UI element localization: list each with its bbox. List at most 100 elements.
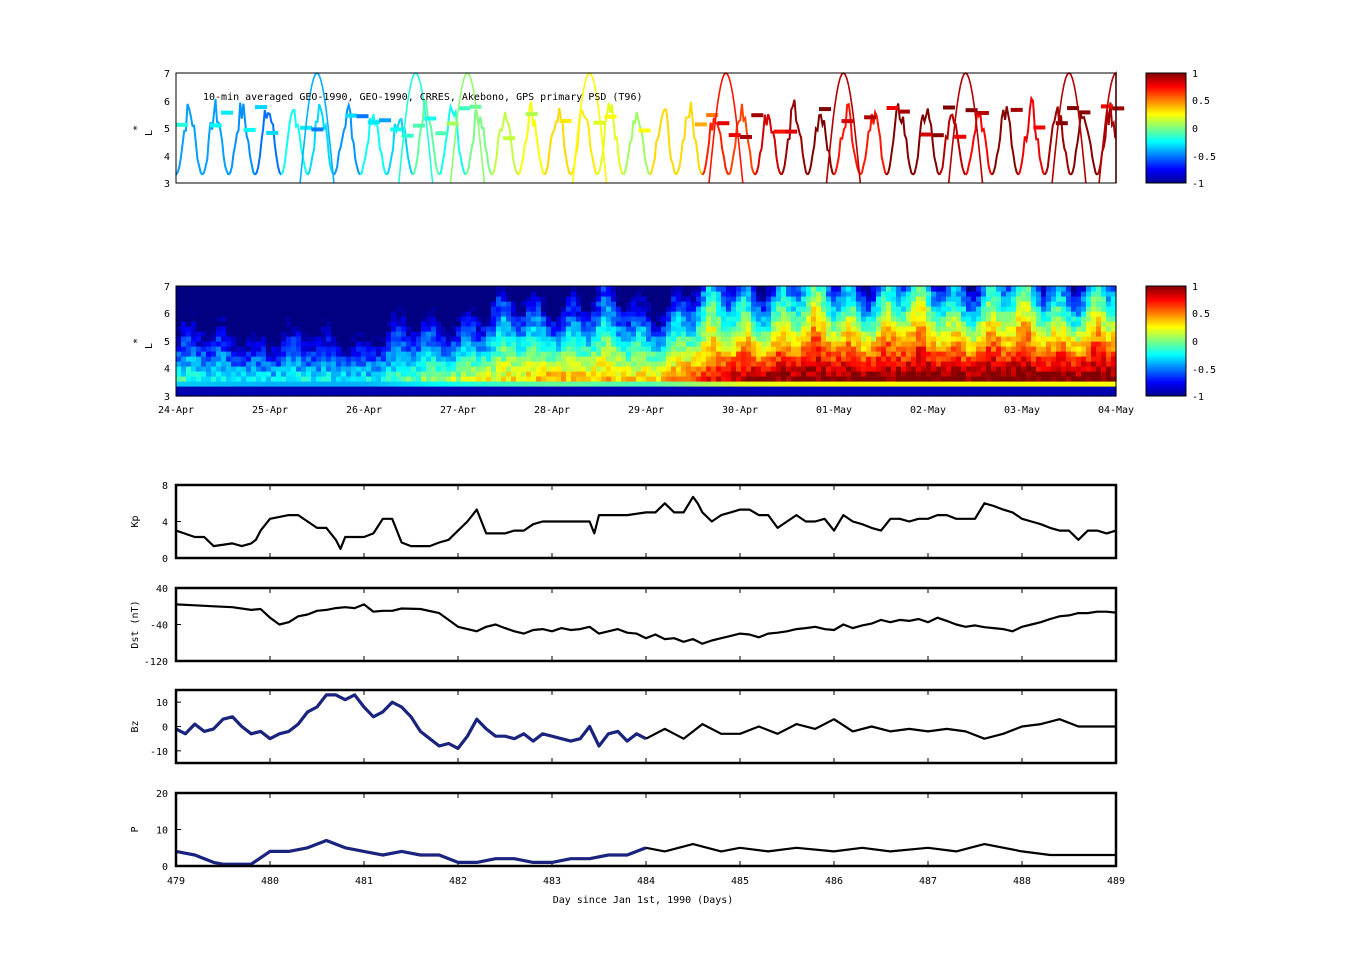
heatmap-cell — [346, 386, 352, 392]
heatmap-cell — [1016, 361, 1022, 367]
heatmap-cell — [1091, 346, 1097, 352]
heatmap-cell — [731, 331, 737, 337]
heatmap-cell — [956, 296, 962, 302]
heatmap-cell — [896, 381, 902, 387]
heatmap-cell — [411, 331, 417, 337]
heatmap-cell — [461, 331, 467, 337]
geo-segment — [886, 106, 899, 110]
heatmap-cell — [216, 331, 222, 337]
heatmap-cell — [946, 331, 952, 337]
heatmap-cell — [496, 336, 502, 342]
heatmap-cell — [986, 326, 992, 332]
heatmap-cell — [231, 326, 237, 332]
heatmap-cell — [251, 391, 257, 397]
heatmap-cell — [546, 346, 552, 352]
heatmap-cell — [541, 291, 547, 297]
heatmap-cell — [986, 366, 992, 372]
heatmap-cell — [1011, 301, 1017, 307]
heatmap-cell — [261, 311, 267, 317]
heatmap-cell — [1096, 306, 1102, 312]
heatmap-cell — [606, 371, 612, 377]
heatmap-cell — [641, 371, 647, 377]
heatmap-cell — [351, 336, 357, 342]
heatmap-cell — [561, 391, 567, 397]
heatmap-cell — [696, 386, 702, 392]
heatmap-cell — [556, 296, 562, 302]
heatmap-cell — [536, 381, 542, 387]
heatmap-cell — [971, 311, 977, 317]
heatmap-cell — [506, 351, 512, 357]
heatmap-cell — [956, 391, 962, 397]
heatmap-cell — [1046, 351, 1052, 357]
heatmap-cell — [286, 386, 292, 392]
heatmap-cell — [871, 291, 877, 297]
heatmap-cell — [501, 376, 507, 382]
heatmap-cell — [286, 301, 292, 307]
heatmap-cell — [781, 341, 787, 347]
heatmap-cell — [831, 311, 837, 317]
heatmap-cell — [1081, 376, 1087, 382]
heatmap-cell — [331, 326, 337, 332]
heatmap-cell — [431, 331, 437, 337]
heatmap-cell — [796, 366, 802, 372]
heatmap-cell — [466, 316, 472, 322]
heatmap-cell — [226, 371, 232, 377]
heatmap-cell — [531, 376, 537, 382]
heatmap-cell — [276, 291, 282, 297]
heatmap-cell — [686, 306, 692, 312]
heatmap-cell — [726, 371, 732, 377]
heatmap-cell — [446, 346, 452, 352]
heatmap-cell — [631, 311, 637, 317]
heatmap-cell — [906, 331, 912, 337]
heatmap-cell — [856, 341, 862, 347]
heatmap-cell — [271, 356, 277, 362]
heatmap-cell — [381, 341, 387, 347]
heatmap-cell — [881, 351, 887, 357]
heatmap-cell — [341, 306, 347, 312]
heatmap-cell — [1071, 296, 1077, 302]
geo-segment — [345, 113, 358, 118]
heatmap-cell — [1076, 351, 1082, 357]
heatmap-cell — [556, 371, 562, 377]
heatmap-cell — [801, 381, 807, 387]
heatmap-cell — [271, 316, 277, 322]
heatmap-cell — [331, 361, 337, 367]
heatmap-cell — [466, 341, 472, 347]
heatmap-cell — [371, 346, 377, 352]
heatmap-cell — [866, 371, 872, 377]
heatmap-cell — [991, 381, 997, 387]
heatmap-cell — [906, 381, 912, 387]
heatmap-cell — [306, 331, 312, 337]
heatmap-cell — [901, 371, 907, 377]
heatmap-cell — [706, 336, 712, 342]
heatmap-cell — [361, 346, 367, 352]
heatmap-cell — [511, 356, 517, 362]
heatmap-cell — [736, 356, 742, 362]
heatmap-cell — [1076, 311, 1082, 317]
heatmap-cell — [656, 291, 662, 297]
heatmap-cell — [846, 356, 852, 362]
heatmap-cell — [266, 316, 272, 322]
heatmap-cell — [666, 371, 672, 377]
heatmap-cell — [871, 326, 877, 332]
heatmap-cell — [1021, 336, 1027, 342]
heatmap-cell — [971, 356, 977, 362]
heatmap-cell — [536, 306, 542, 312]
heatmap-cell — [761, 356, 767, 362]
heatmap-cell — [831, 316, 837, 322]
heatmap-cell — [946, 361, 952, 367]
heatmap-cell — [366, 306, 372, 312]
heatmap-cell — [756, 376, 762, 382]
heatmap-cell — [986, 316, 992, 322]
heatmap-cell — [581, 286, 587, 292]
heatmap-cell — [526, 316, 532, 322]
heatmap-cell — [576, 366, 582, 372]
heatmap-cell — [681, 286, 687, 292]
heatmap-cell — [406, 316, 412, 322]
heatmap-cell — [966, 316, 972, 322]
heatmap-cell — [661, 371, 667, 377]
heatmap-cell — [226, 296, 232, 302]
heatmap-cell — [436, 376, 442, 382]
heatmap-cell — [391, 306, 397, 312]
heatmap-cell — [626, 301, 632, 307]
